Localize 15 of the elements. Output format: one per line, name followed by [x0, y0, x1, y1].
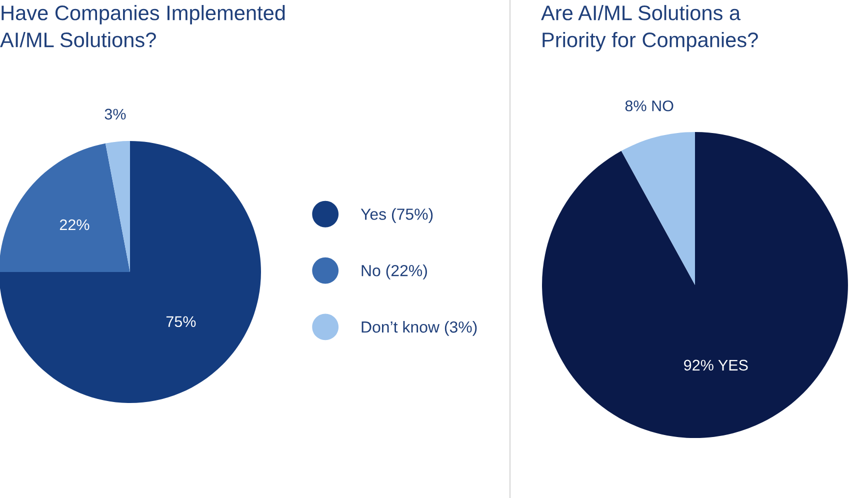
legend-label: No (22%) — [362, 264, 427, 280]
data-label: 3% — [104, 108, 126, 120]
legend-label: Yes (75%) — [360, 208, 433, 224]
data-label: 75% — [166, 316, 196, 328]
pie-slice — [621, 132, 695, 285]
pie-slice — [542, 132, 848, 438]
slice-label: 92% YES — [684, 360, 748, 371]
chart-title: Have Companies Implemented AI/ML Solutions? — [0, 5, 285, 48]
pie-slice — [0, 143, 130, 272]
legend-label: Don’t know (3%) — [362, 320, 477, 336]
pie-slice — [105, 141, 130, 272]
pie-slice — [0, 141, 261, 403]
chart-title: Are AI/ML Solutions a Priority for Companies? — [541, 5, 758, 52]
data-label: 22% — [60, 219, 90, 230]
slice-label: 8% NO — [625, 100, 674, 112]
